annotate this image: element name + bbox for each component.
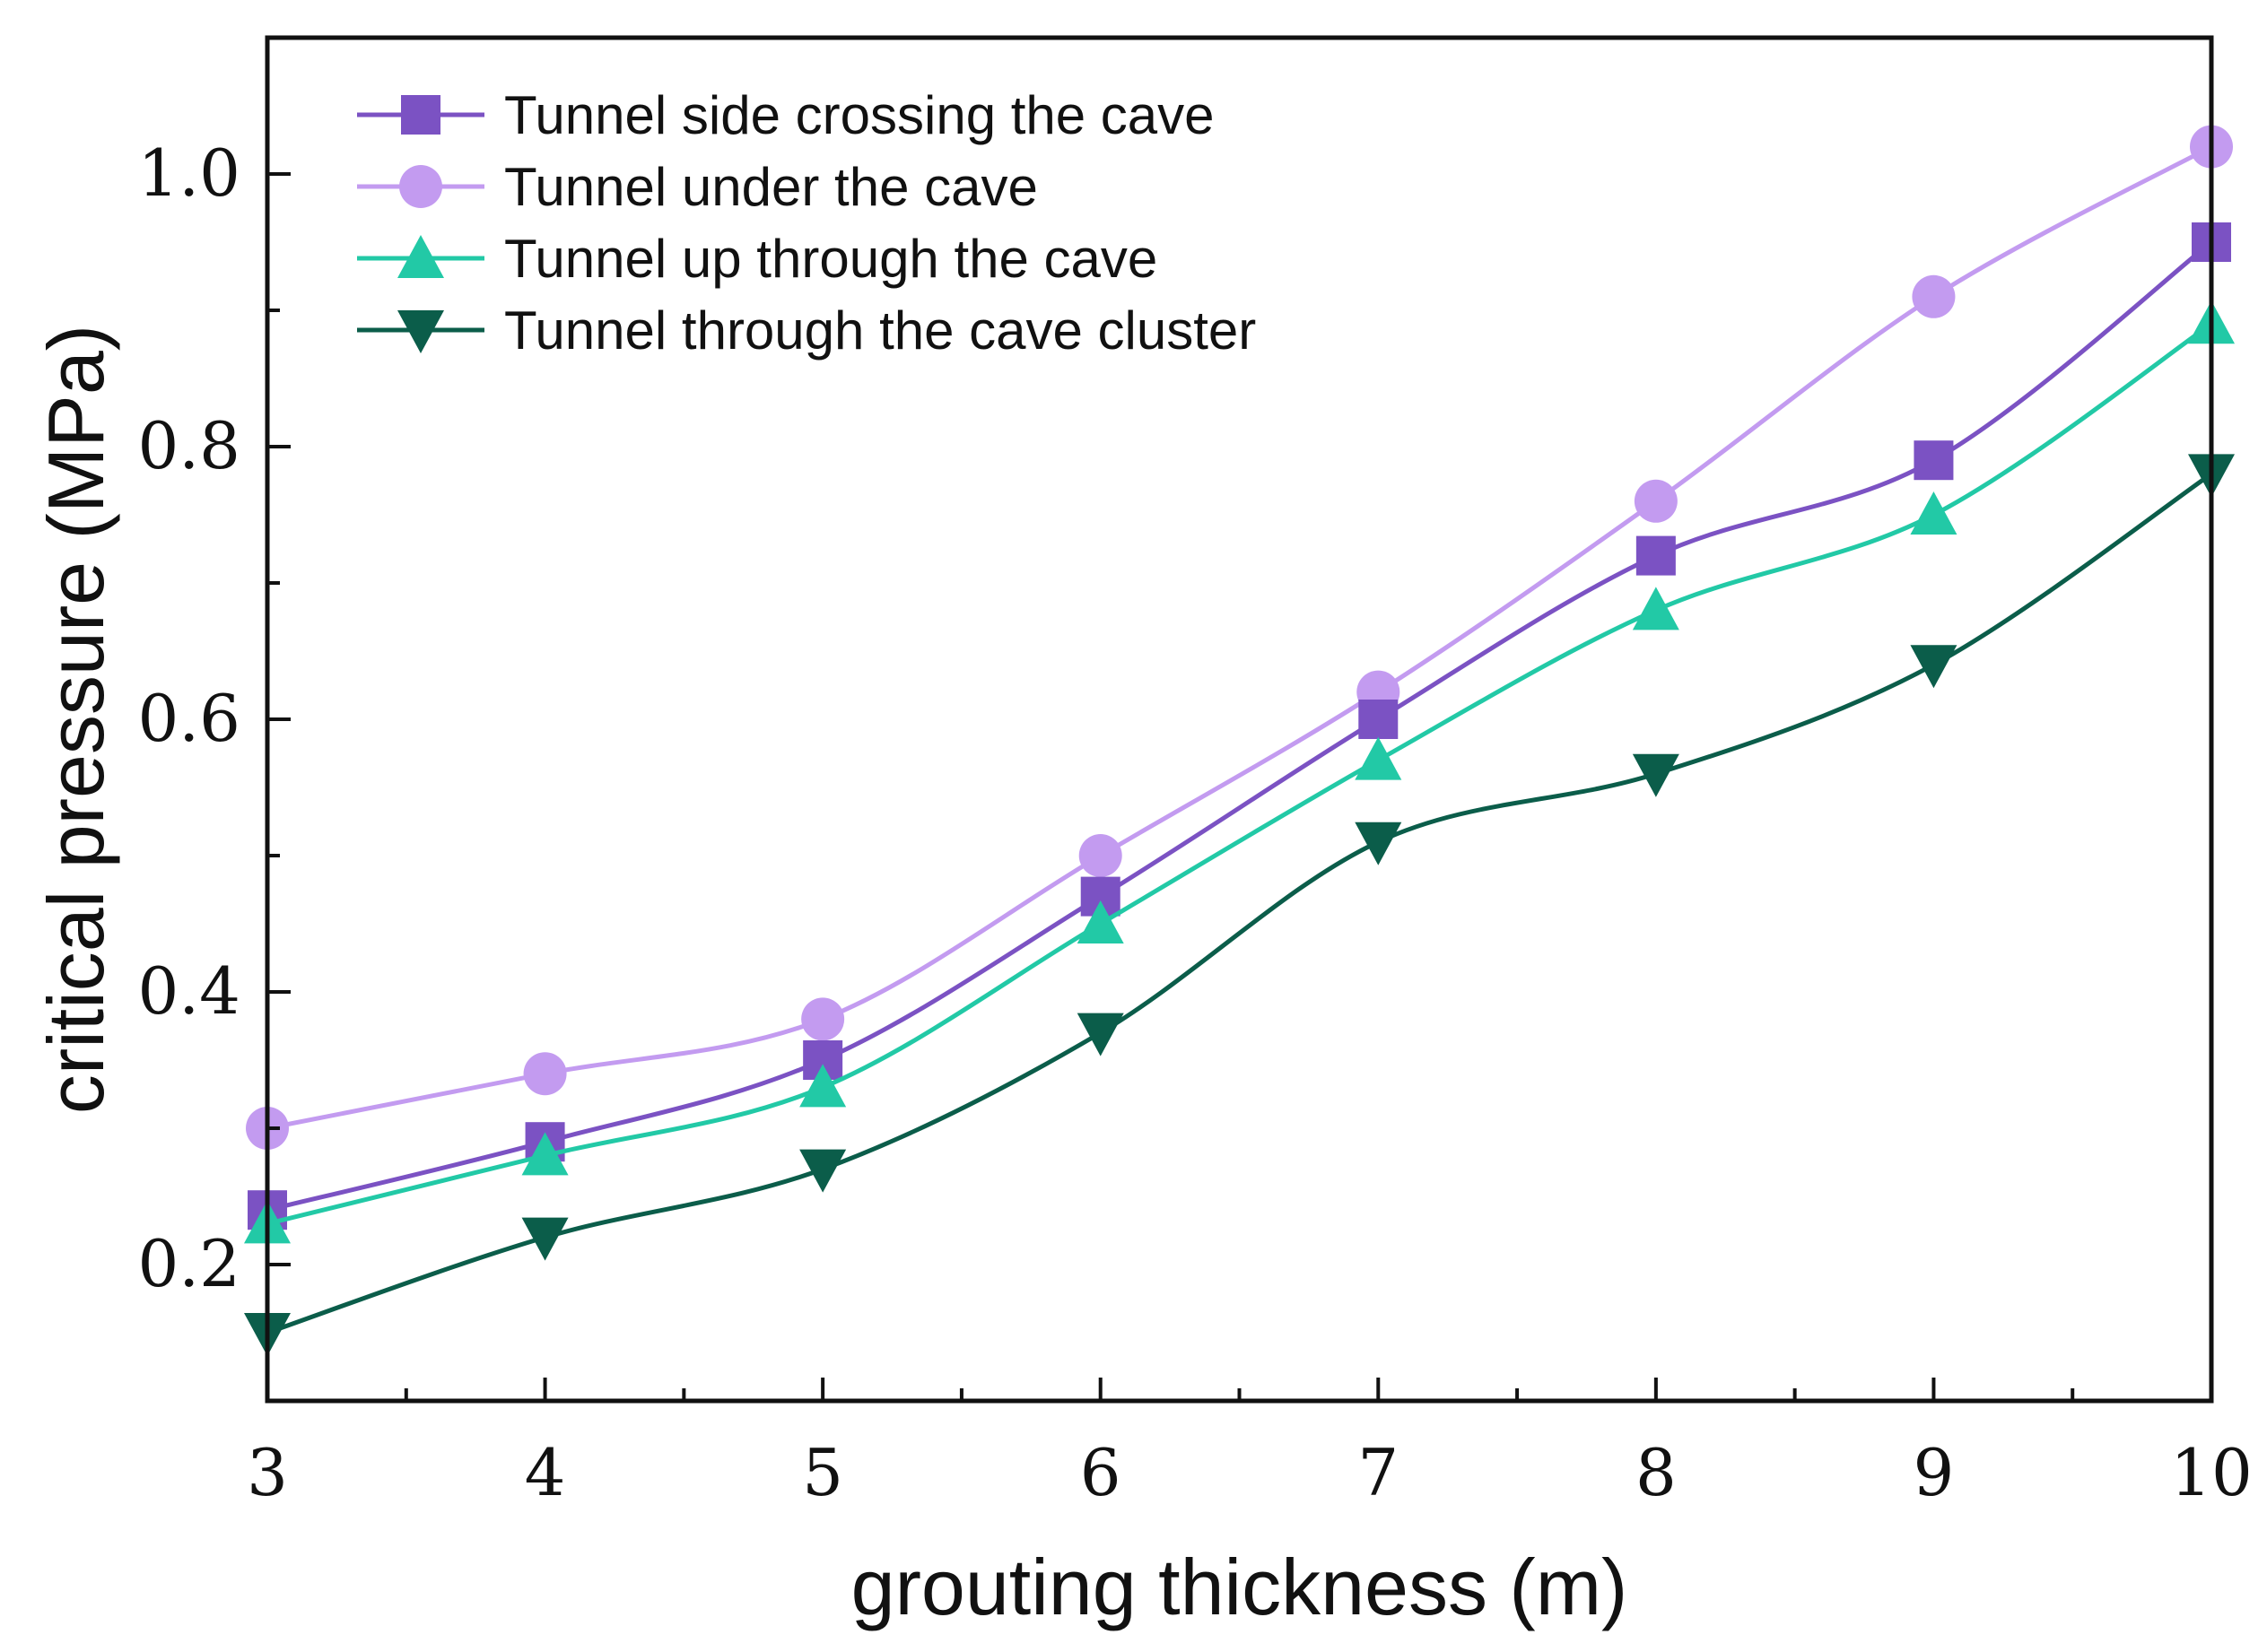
x-tick-label: 5 [802, 1435, 843, 1510]
data-point-circle [801, 997, 845, 1041]
legend-item: Tunnel under the cave [357, 157, 1038, 217]
data-point-square [1914, 440, 1954, 481]
data-point-triangle-down [1910, 645, 1957, 689]
y-tick-label: 0.8 [137, 408, 240, 483]
y-tick-label: 1.0 [137, 135, 240, 211]
legend-marker-circle [399, 165, 442, 208]
legend-marker-triangle-up [397, 235, 444, 278]
data-point-triangle-down [521, 1217, 569, 1261]
data-point-triangle-down [1355, 822, 1402, 865]
legend-item: Tunnel side crossing the cave [357, 85, 1215, 145]
data-point-triangle-down [1632, 753, 1679, 797]
y-axis-title: critical pressure (MPa) [31, 325, 120, 1114]
y-tick-label: 0.2 [137, 1226, 240, 1301]
series-line [266, 472, 2213, 1335]
axis-ticks: 3 4 5 6 7 8 9 10 0.2 0.4 0.6 0.8 1.0 [137, 36, 2253, 1510]
series-line [266, 322, 2213, 1226]
series-circle [246, 125, 2233, 1150]
data-point-square [1358, 700, 1399, 739]
data-point-triangle-up [1077, 900, 1124, 943]
x-tick-label: 4 [525, 1435, 566, 1510]
x-tick-label: 7 [1357, 1435, 1399, 1510]
data-point-triangle-up [521, 1132, 569, 1176]
data-point-circle [523, 1052, 567, 1096]
data-point-circle [1912, 274, 1956, 318]
legend-item: Tunnel up through the cave [357, 229, 1157, 289]
series-triangle-down [244, 454, 2235, 1356]
x-tick-label: 8 [1635, 1435, 1677, 1510]
y-tick-label: 0.6 [137, 681, 240, 756]
x-tick-label: 10 [2170, 1435, 2253, 1510]
data-point-triangle-up [799, 1064, 847, 1108]
x-tick-label: 3 [247, 1435, 288, 1510]
data-point-triangle-down [799, 1149, 847, 1193]
legend-label: Tunnel through the cave cluster [504, 300, 1256, 361]
data-point-square [1635, 535, 1676, 576]
legend-label: Tunnel under the cave [504, 157, 1038, 217]
data-point-triangle-up [1910, 491, 1957, 535]
data-point-circle [1078, 834, 1122, 877]
data-point-circle [1634, 479, 1678, 523]
data-point-triangle-down [1077, 1013, 1124, 1056]
x-axis-title: grouting thickness (m) [851, 1543, 1628, 1631]
legend-label: Tunnel side crossing the cave [504, 85, 1215, 145]
legend-marker-triangle-down [397, 310, 444, 353]
data-point-triangle-up [1632, 587, 1679, 630]
x-tick-label: 6 [1080, 1435, 1121, 1510]
legend-item: Tunnel through the cave cluster [357, 300, 1256, 361]
series-line [266, 240, 2213, 1213]
legend-label: Tunnel up through the cave [504, 229, 1157, 289]
legend-marker-square [401, 95, 440, 135]
y-tick-label: 0.4 [137, 953, 240, 1029]
legend: Tunnel side crossing the cave Tunnel unde… [357, 85, 1256, 361]
x-tick-label: 9 [1914, 1435, 1955, 1510]
data-point-triangle-up [1355, 736, 1402, 780]
series-line [266, 144, 2213, 1131]
